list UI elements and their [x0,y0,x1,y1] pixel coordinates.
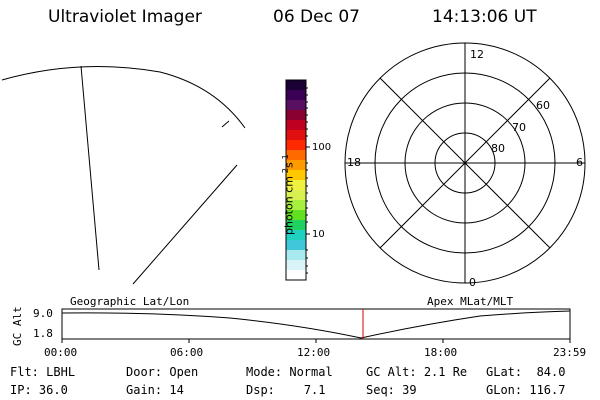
polar-mlt-6: 6 [576,156,583,169]
colorbar-label-exp2: -1 [281,154,290,163]
observation-time: 14:13:06 UT [432,7,537,27]
instrument-title: Ultraviolet Imager [48,7,202,27]
status-door: Door: Open [126,366,198,378]
colorbar-segment [286,260,306,271]
glon-value: 116.7 [529,383,566,397]
colorbar-segment [286,210,306,221]
colorbar-tick-100: 100 [312,142,332,153]
polar-plot [344,42,586,284]
mode-value: Normal [289,365,333,379]
colorbar-segment [286,80,306,91]
colorbar-segment [286,240,306,251]
colorbar-segment [286,230,306,241]
status-glon: GLon: 116.7 [486,384,565,396]
colorbar-segment [286,270,306,281]
timeline-left-title: Geographic Lat/Lon [70,295,190,308]
colorbar-segment [286,200,306,211]
timeline-tick-label-0: 00:00 [44,346,78,359]
seq-value: 39 [402,383,417,397]
polar-diagonal-2 [379,77,551,249]
polar-lat-60: 60 [536,99,550,112]
timeline-plot [61,308,571,343]
glon-label: GLon: [486,383,523,397]
flt-value: LBHL [46,365,76,379]
gcalt-value: 2.1 Re [423,365,468,379]
terminator-line [132,164,238,285]
colorbar-label-prefix: photon cm [282,176,296,235]
colorbar-tick-10: 10 [312,229,325,240]
door-label: Door: [126,365,163,379]
seq-label: Seq: [366,383,395,397]
glat-value: 84.0 [536,365,566,379]
mode-label: Mode: [246,365,283,379]
flt-label: Flt: [10,365,39,379]
polar-mlt-12: 12 [470,48,484,61]
status-glat: GLat: 84.0 [486,366,565,378]
status-gain: Gain: 14 [126,384,184,396]
gain-value: 14 [169,383,184,397]
colorbar-frame [285,79,307,281]
altitude-curve [61,310,571,339]
meridian-line [80,65,100,271]
glat-label: GLat: [486,365,523,379]
polar-mlt-18: 18 [347,156,361,169]
timeline-tick-label-4: 23:59 [553,346,587,359]
colorbar-label-mid: s [282,162,296,169]
colorbar-segment [286,100,306,111]
status-gcalt: GC Alt: 2.1 Re [366,366,467,378]
colorbar-segment [286,190,306,201]
ip-value: 36.0 [38,383,68,397]
timeline-y-top: 9.0 [33,307,53,320]
polar-mlt-0: 0 [469,276,476,289]
colorbar-segment [286,180,306,191]
timeline-right-title: Apex MLat/MLT [427,295,514,308]
colorbar-segment [286,170,306,181]
timeline-tick-label-2: 12:00 [297,346,331,359]
limb-arc [1,66,246,129]
polar-lat-80: 80 [491,142,505,155]
status-mode: Mode: Normal [246,366,333,378]
colorbar-segment [286,130,306,141]
status-ip: IP: 36.0 [10,384,68,396]
colorbar-axis-label: photon cm-2s-1 [271,154,296,242]
door-value: Open [169,365,199,379]
gcalt-label: GC Alt: [366,365,417,379]
geographic-map [1,65,246,285]
status-flt: Flt: LBHL [10,366,75,378]
timeline-tick-label-3: 18:00 [424,346,458,359]
timeline-tick-label-1: 06:00 [170,346,204,359]
colorbar [285,79,310,281]
colorbar-segment [286,160,306,171]
colorbar-segment [286,120,306,131]
colorbar-segment [286,140,306,151]
colorbar-segment [286,250,306,261]
colorbar-segment [286,90,306,101]
observation-date: 06 Dec 07 [273,7,360,27]
limb-segment [221,120,230,128]
ip-label: IP: [10,383,32,397]
dsp-label: Dsp: [246,383,275,397]
polar-lat-70: 70 [512,121,526,134]
colorbar-segment [286,150,306,161]
colorbar-label-exp1: -2 [281,168,290,177]
colorbar-segment [286,110,306,121]
timeline-ylabel: GC Alt [11,306,24,346]
dsp-value: 7.1 [303,383,326,397]
colorbar-segment [286,220,306,231]
timeline-y-bottom: 1.8 [33,327,53,340]
status-seq: Seq: 39 [366,384,417,396]
status-dsp: Dsp: 7.1 [246,384,326,396]
gain-label: Gain: [126,383,163,397]
